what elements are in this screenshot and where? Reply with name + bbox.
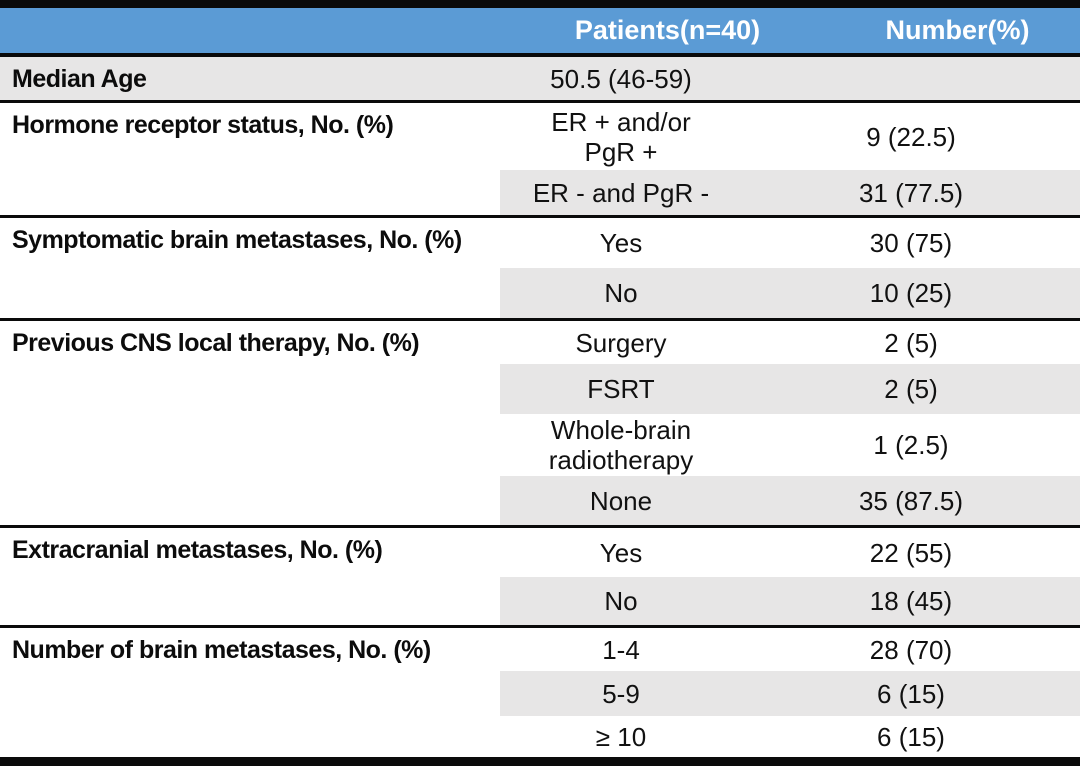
section-rows: 1-4 28 (70) 5-9 6 (15) ≥ 10 6 (15) — [500, 628, 1080, 757]
number-percent-cell: 9 (22.5) — [866, 121, 956, 152]
patients-value-cell: Whole-brain radiotherapy — [548, 415, 694, 475]
number-percent-cell: 2 (5) — [884, 327, 938, 358]
table-row: Whole-brain radiotherapy 1 (2.5) — [500, 414, 1080, 476]
header-cell-number: Number(%) — [885, 15, 1030, 45]
section-rows: Yes 22 (55) No 18 (45) — [500, 528, 1080, 625]
patients-value-cell: Yes — [599, 228, 643, 258]
section-label: Median Age — [12, 65, 147, 93]
section-rows: Surgery 2 (5) FSRT 2 (5) Whole-brain radioth… — [500, 321, 1080, 525]
number-percent-cell: 22 (55) — [869, 537, 953, 568]
number-percent-cell: 31 (77.5) — [858, 177, 964, 208]
number-percent-cell: 2 (5) — [884, 374, 938, 404]
section-rows: Yes 30 (75) No 10 (25) — [500, 218, 1080, 318]
section-rows: 50.5 (46-59) — [500, 57, 1080, 100]
patients-value-cell: 50.5 (46-59) — [550, 63, 692, 94]
table-section: Number of brain metastases, No. (%) 1-4 28… — [0, 628, 1080, 757]
table-row: 5-9 6 (15) — [500, 671, 1080, 716]
section-label: Symptomatic brain metastases, No. (%) — [12, 226, 462, 254]
table-body: Median Age 50.5 (46-59) Hormone receptor s… — [0, 57, 1080, 757]
table-row: Yes 22 (55) — [500, 528, 1080, 577]
patients-value-cell: ER + and/or PgR + — [551, 106, 691, 167]
section-label: Number of brain metastases, No. (%) — [12, 636, 431, 664]
number-percent-cell: 6 (15) — [877, 678, 945, 709]
section-label: Extracranial metastases, No. (%) — [12, 536, 383, 564]
table-section: Hormone receptor status, No. (%) ER + and… — [0, 103, 1080, 218]
table-section: Symptomatic brain metastases, No. (%) Yes… — [0, 218, 1080, 321]
section-label: Hormone receptor status, No. (%) — [12, 111, 394, 139]
section-label: Previous CNS local therapy, No. (%) — [12, 329, 420, 357]
patients-value-cell: No — [604, 278, 638, 308]
number-percent-cell: 10 (25) — [869, 278, 953, 308]
patients-value-cell: None — [589, 485, 653, 516]
table-section: Median Age 50.5 (46-59) — [0, 57, 1080, 103]
table-section: Extracranial metastases, No. (%) Yes 22 (5… — [0, 528, 1080, 628]
patients-value-cell: 5-9 — [602, 678, 640, 709]
section-rows: ER + and/or PgR + 9 (22.5) ER - and PgR - 3… — [500, 103, 1080, 215]
patients-value-cell: No — [604, 586, 638, 616]
table-row: FSRT 2 (5) — [500, 364, 1080, 414]
table-row: 1-4 28 (70) — [500, 628, 1080, 671]
table-row: None 35 (87.5) — [500, 476, 1080, 525]
number-percent-cell: 35 (87.5) — [858, 485, 964, 516]
number-percent-cell: 6 (15) — [877, 721, 945, 752]
number-percent-cell: 18 (45) — [869, 586, 953, 616]
table-row: Yes 30 (75) — [500, 218, 1080, 268]
patients-value-cell: ER - and PgR - — [532, 177, 710, 208]
patients-value-cell: ≥ 10 — [595, 721, 647, 752]
table-row: 50.5 (46-59) — [500, 57, 1080, 100]
table-row: No 18 (45) — [500, 577, 1080, 625]
patients-value-cell: FSRT — [587, 374, 655, 404]
table-row: No 10 (25) — [500, 268, 1080, 318]
number-percent-cell: 1 (2.5) — [873, 430, 949, 460]
number-percent-cell: 28 (70) — [869, 634, 953, 665]
patients-value-cell: Surgery — [575, 327, 667, 358]
table-row: ER - and PgR - 31 (77.5) — [500, 170, 1080, 215]
table-row: Surgery 2 (5) — [500, 321, 1080, 364]
table-section: Previous CNS local therapy, No. (%) Surge… — [0, 321, 1080, 528]
patients-value-cell: Yes — [599, 537, 643, 568]
header-cell-patients: Patients(n=40) — [574, 15, 761, 45]
table-row: ER + and/or PgR + 9 (22.5) — [500, 103, 1080, 170]
table-row: ≥ 10 6 (15) — [500, 716, 1080, 757]
number-percent-cell — [742, 57, 1080, 100]
table-header-row: Patients(n=40) Number(%) — [0, 8, 1080, 57]
patients-value-cell: 1-4 — [602, 634, 640, 665]
number-percent-cell: 30 (75) — [869, 228, 953, 258]
